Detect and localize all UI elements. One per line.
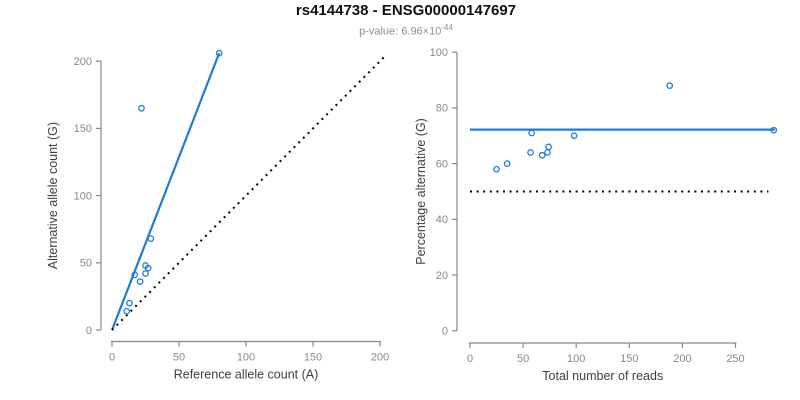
data-point: [545, 143, 552, 151]
figure-header: rs4144738 - ENSG00000147697 p-value: 6.9…: [6, 2, 800, 39]
x-tick-label: 100: [567, 353, 585, 365]
x-tick-label: 50: [173, 352, 185, 364]
y-tick-label: 100: [74, 190, 92, 202]
y-tick-label: 40: [436, 214, 448, 226]
data-point: [528, 129, 535, 137]
y-tick-label: 100: [430, 47, 448, 59]
x-tick-label: 100: [237, 352, 255, 364]
data-point: [126, 299, 133, 307]
x-tick-label: 50: [517, 353, 529, 365]
data-point: [770, 126, 778, 134]
data-point: [503, 160, 511, 167]
data-point: [215, 49, 223, 57]
pvalue-text: p-value: 6.96×10: [359, 25, 442, 38]
x-tick-label: 200: [371, 352, 389, 364]
x-tick-label: 200: [673, 353, 691, 365]
y-axis-title: Percentage alternative (G): [414, 118, 428, 265]
plot-title: rs4144738 - ENSG00000147697: [295, 2, 517, 19]
x-axis-title: Total number of reads: [542, 369, 663, 383]
data-point: [147, 235, 155, 242]
x-tick-label: 150: [304, 352, 322, 364]
data-point: [544, 149, 551, 156]
y-axis-title: Alternative allele count (G): [46, 122, 60, 269]
x-tick-label: 0: [467, 353, 473, 365]
data-point: [570, 132, 578, 140]
pvalue-exponent: -44: [441, 23, 453, 32]
data-point: [142, 262, 149, 269]
x-axis-title: Reference allele count (A): [174, 368, 319, 382]
x-tick-label: 250: [726, 353, 744, 365]
data-point: [493, 165, 500, 173]
y-tick-label: 60: [436, 158, 448, 170]
allelic-fit-line: [110, 52, 221, 331]
y-tick-label: 150: [74, 123, 92, 135]
plot-subtitle: p-value: 6.96×10-44: [6, 21, 800, 39]
y-tick-label: 80: [436, 103, 448, 115]
y-tick-label: 0: [442, 326, 448, 338]
data-point: [131, 271, 139, 279]
y-tick-label: 0: [86, 325, 92, 337]
data-point: [138, 104, 145, 112]
data-point: [136, 278, 144, 285]
data-point: [538, 151, 546, 159]
data-point: [666, 82, 674, 89]
data-point: [527, 149, 534, 156]
data-point: [123, 307, 131, 315]
y-tick-label: 20: [436, 270, 448, 282]
x-tick-label: 150: [620, 353, 638, 365]
y-tick-label: 50: [80, 258, 92, 270]
y-tick-label: 200: [74, 56, 92, 68]
x-tick-label: 0: [109, 352, 115, 364]
data-point: [142, 270, 149, 277]
identity-line: [111, 56, 385, 331]
